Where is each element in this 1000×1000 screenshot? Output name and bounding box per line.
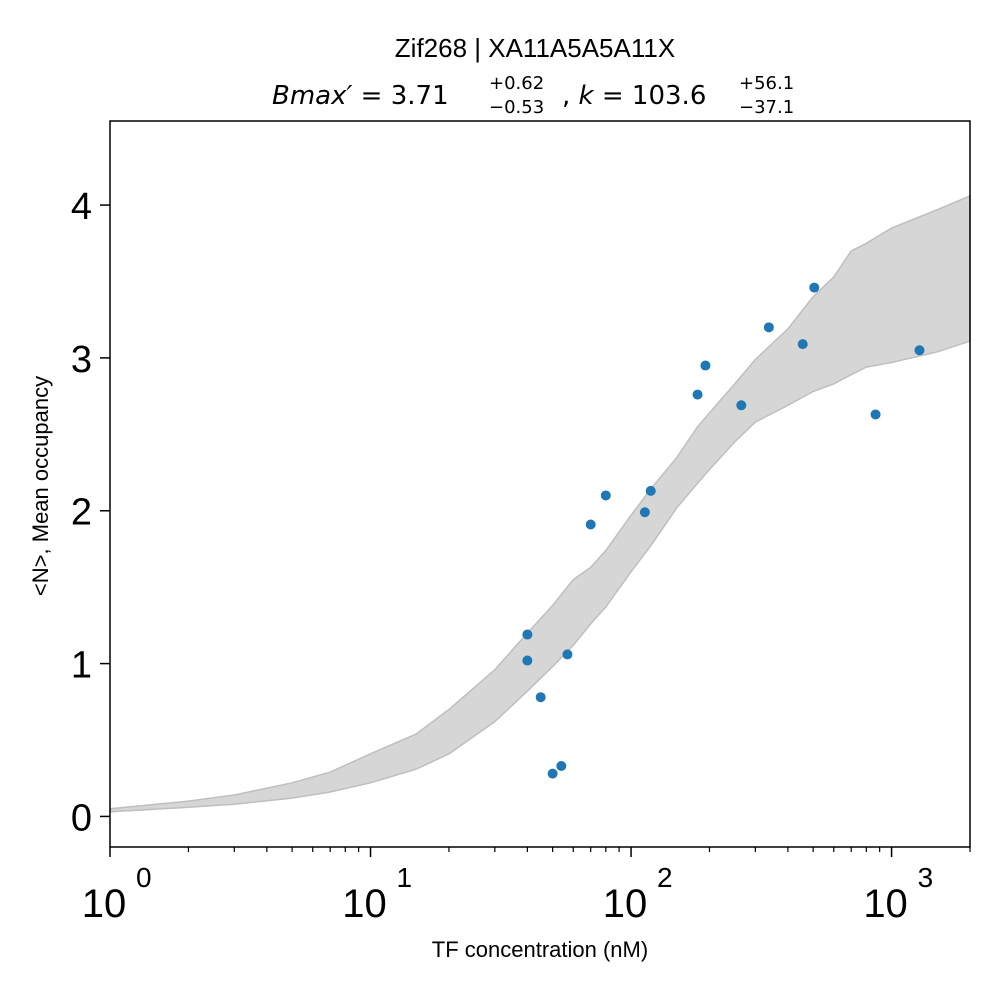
data-point	[556, 760, 567, 771]
chart-title: Zif268 | XA11A5A5A11X	[395, 33, 675, 63]
k-symbol: k	[579, 81, 595, 111]
data-points	[522, 282, 925, 779]
x-tick-exponent: 2	[657, 862, 673, 893]
svg-text:Bmax′ = 3.71: Bmax′ = 3.71	[272, 81, 449, 111]
x-axis-label: TF concentration (nM)	[432, 937, 648, 962]
plot-frame	[109, 120, 971, 848]
data-point	[914, 345, 925, 356]
k-plus: +56.1	[739, 73, 794, 94]
svg-text:, k = 103.6: , k = 103.6	[562, 81, 706, 111]
data-point	[763, 322, 774, 333]
data-point	[522, 655, 533, 666]
x-tick-label: 10	[603, 882, 648, 926]
data-point	[600, 490, 611, 501]
x-tick-exponent: 0	[136, 862, 152, 893]
data-point	[535, 692, 546, 703]
y-tick-label: 2	[71, 492, 92, 534]
y-tick-label: 4	[71, 186, 92, 228]
data-point	[870, 409, 881, 420]
y-tick-label: 1	[71, 645, 92, 687]
x-tick-exponent: 3	[918, 862, 934, 893]
y-tick-label: 0	[71, 797, 92, 839]
x-axis-ticks: 10 0 10 1 10 2 10 3	[82, 847, 933, 926]
bmax-plus: +0.62	[489, 73, 544, 94]
k-minus: −37.1	[739, 97, 794, 118]
y-axis-label: <N>, Mean occupancy	[28, 376, 53, 596]
x-tick-label: 10	[82, 882, 127, 926]
data-point	[562, 649, 573, 660]
separator-comma: ,	[562, 81, 579, 111]
x-tick-label: 10	[342, 882, 387, 926]
equals-sign-1: =	[352, 81, 390, 111]
data-point	[736, 400, 747, 411]
data-point	[692, 389, 703, 400]
data-point	[809, 282, 820, 293]
data-point	[522, 629, 533, 640]
k-value: 103.6	[632, 81, 706, 111]
y-axis-ticks: 0 1 2 3 4	[71, 186, 110, 839]
data-point	[797, 339, 808, 350]
data-point	[700, 360, 711, 371]
data-point	[639, 507, 650, 518]
y-tick-label: 3	[71, 339, 92, 381]
bmax-value: 3.71	[391, 81, 449, 111]
bmax-symbol: Bmax′	[272, 81, 352, 111]
equals-sign-2: =	[594, 81, 632, 111]
chart-subtitle: Bmax′ = 3.71 +0.62 −0.53 , k = 103.6 +56…	[272, 73, 794, 118]
x-axis-minor-ticks	[187, 847, 971, 852]
data-point	[585, 519, 596, 530]
bmax-minus: −0.53	[489, 97, 544, 118]
x-tick-exponent: 1	[397, 862, 413, 893]
x-tick-label: 10	[863, 882, 908, 926]
data-point	[547, 768, 558, 779]
data-point	[645, 485, 656, 496]
